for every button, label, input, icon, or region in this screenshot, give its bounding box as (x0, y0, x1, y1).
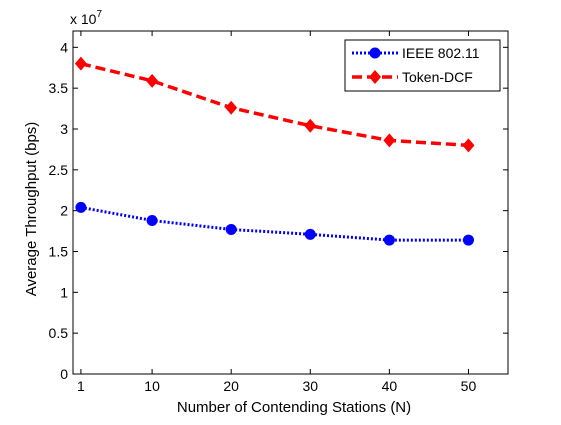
x-tick-label: 20 (223, 378, 239, 394)
data-point-token (225, 100, 238, 115)
y-tick-label: 3.5 (49, 80, 69, 96)
y-tick-label: 4 (60, 39, 68, 55)
y-tick-label: 2 (60, 203, 68, 219)
y-exponent-label: x 107 (70, 9, 102, 27)
y-tick-label: 0.5 (49, 325, 69, 341)
data-point-ieee (383, 234, 395, 246)
x-axis-label: Number of Contending Stations (N) (177, 399, 411, 416)
y-tick-label: 1 (60, 284, 68, 300)
x-tick-label: 10 (144, 378, 160, 394)
y-tick-label: 2.5 (49, 162, 69, 178)
legend-marker-token (369, 70, 381, 84)
data-point-ieee (146, 214, 158, 226)
data-point-token (304, 118, 317, 133)
x-tick-label: 50 (461, 378, 477, 394)
series-line-token (80, 61, 469, 148)
x-tick-label: 30 (302, 378, 318, 394)
x-tick-label: 40 (382, 378, 398, 394)
x-axis-ticks: 1 10 20 30 40 50 (77, 31, 476, 394)
data-point-ieee (304, 228, 316, 240)
series-layer (74, 56, 475, 246)
y-axis-label: Average Throughput (bps) (23, 122, 40, 297)
x-tick-label: 1 (77, 378, 85, 394)
y-exponent-base: x 10 (70, 11, 97, 27)
data-point-ieee (225, 223, 237, 235)
legend: IEEE 802.11 Token-DCF (344, 39, 501, 92)
legend-label-token: Token-DCF (402, 69, 473, 85)
y-tick-label: 3 (60, 121, 68, 137)
data-point-token (146, 73, 159, 88)
data-point-token (74, 56, 87, 71)
legend-label-ieee: IEEE 802.11 (402, 45, 480, 61)
y-tick-label: 1.5 (49, 244, 69, 260)
data-point-token (462, 138, 475, 153)
data-point-ieee (462, 234, 474, 246)
legend-marker-ieee (369, 47, 381, 59)
legend-box (344, 39, 501, 92)
y-exponent-power: 7 (96, 9, 102, 20)
data-point-ieee (75, 201, 87, 213)
data-point-token (383, 133, 396, 148)
y-axis-ticks: 0 0.5 1 1.5 2 2.5 3 3.5 4 (49, 39, 508, 382)
series-line-ieee (80, 205, 469, 242)
y-tick-label: 0 (60, 366, 68, 382)
